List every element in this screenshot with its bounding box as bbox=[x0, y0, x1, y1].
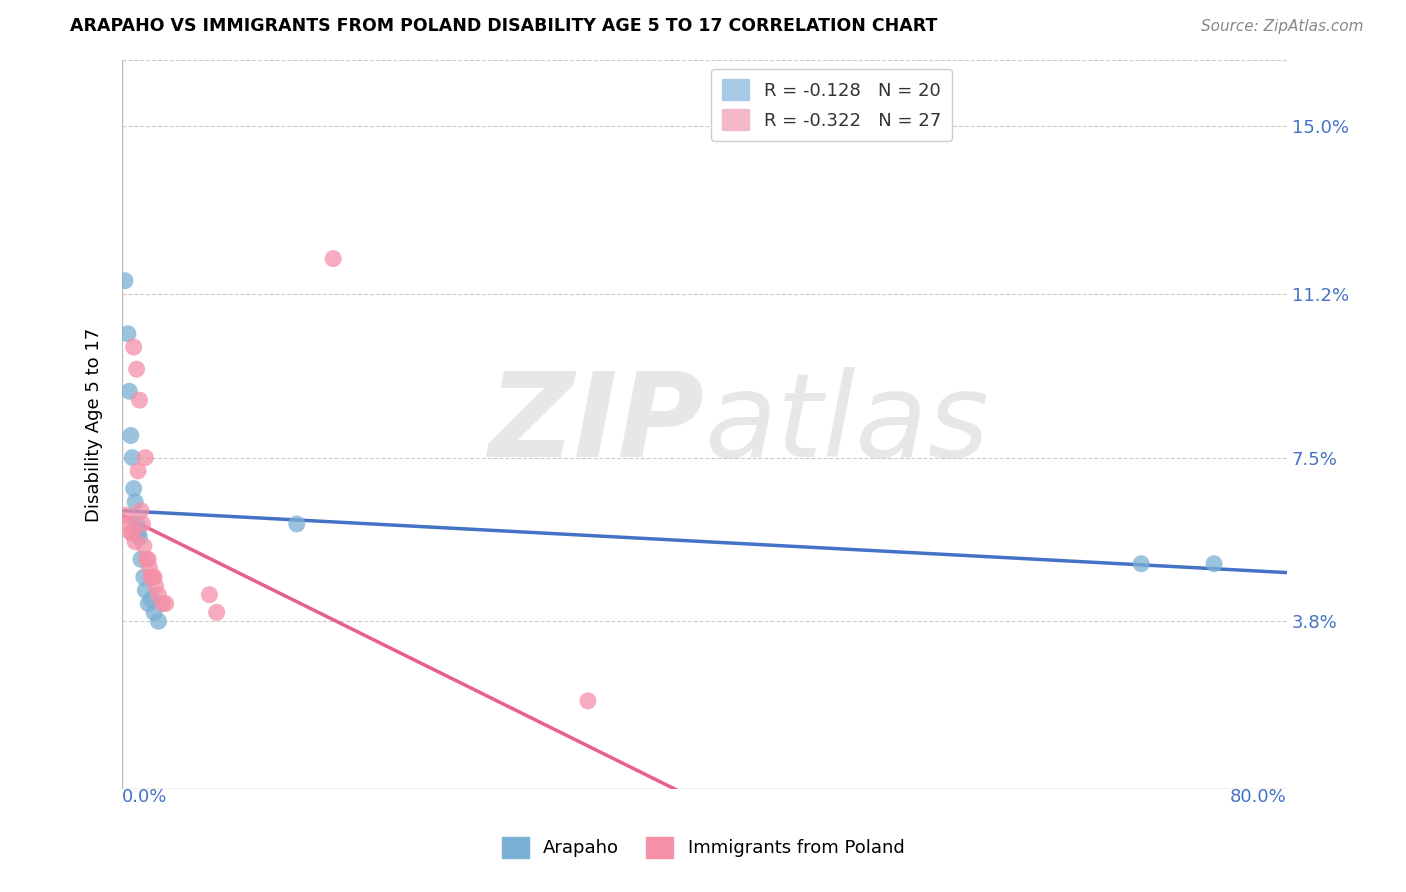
Point bbox=[135, 552, 157, 566]
Point bbox=[141, 592, 163, 607]
Point bbox=[145, 579, 167, 593]
Legend: Arapaho, Immigrants from Poland: Arapaho, Immigrants from Poland bbox=[495, 830, 911, 865]
Point bbox=[115, 508, 138, 522]
Point bbox=[124, 534, 146, 549]
Point bbox=[128, 393, 150, 408]
Point bbox=[148, 614, 170, 628]
Text: atlas: atlas bbox=[704, 368, 990, 482]
Point bbox=[128, 530, 150, 544]
Text: Source: ZipAtlas.com: Source: ZipAtlas.com bbox=[1201, 20, 1364, 34]
Point bbox=[285, 516, 308, 531]
Text: ARAPAHO VS IMMIGRANTS FROM POLAND DISABILITY AGE 5 TO 17 CORRELATION CHART: ARAPAHO VS IMMIGRANTS FROM POLAND DISABI… bbox=[70, 17, 938, 35]
Point bbox=[131, 516, 153, 531]
Point bbox=[142, 570, 165, 584]
Point bbox=[121, 525, 143, 540]
Point bbox=[198, 588, 221, 602]
Point bbox=[132, 570, 155, 584]
Point bbox=[143, 570, 166, 584]
Point bbox=[120, 428, 142, 442]
Point bbox=[152, 597, 174, 611]
Point bbox=[122, 340, 145, 354]
Point bbox=[1130, 557, 1153, 571]
Point bbox=[134, 450, 156, 465]
Point bbox=[125, 516, 148, 531]
Y-axis label: Disability Age 5 to 17: Disability Age 5 to 17 bbox=[86, 327, 103, 522]
Point bbox=[125, 362, 148, 376]
Point bbox=[1202, 557, 1225, 571]
Text: 0.0%: 0.0% bbox=[122, 789, 167, 806]
Point bbox=[120, 525, 142, 540]
Point bbox=[118, 516, 141, 531]
Point bbox=[122, 482, 145, 496]
Point bbox=[127, 525, 149, 540]
Point bbox=[129, 504, 152, 518]
Point bbox=[141, 570, 163, 584]
Point bbox=[114, 274, 136, 288]
Point bbox=[118, 384, 141, 399]
Point bbox=[322, 252, 344, 266]
Point bbox=[138, 561, 160, 575]
Point bbox=[148, 588, 170, 602]
Text: 80.0%: 80.0% bbox=[1230, 789, 1286, 806]
Point bbox=[117, 326, 139, 341]
Point bbox=[155, 597, 177, 611]
Point bbox=[205, 606, 228, 620]
Point bbox=[136, 597, 159, 611]
Point bbox=[124, 495, 146, 509]
Point bbox=[576, 694, 599, 708]
Text: ZIP: ZIP bbox=[488, 367, 704, 482]
Point bbox=[127, 464, 149, 478]
Point bbox=[143, 606, 166, 620]
Point bbox=[132, 539, 155, 553]
Point bbox=[136, 552, 159, 566]
Point bbox=[129, 552, 152, 566]
Point bbox=[134, 583, 156, 598]
Legend: R = -0.128   N = 20, R = -0.322   N = 27: R = -0.128 N = 20, R = -0.322 N = 27 bbox=[711, 69, 952, 141]
Point bbox=[121, 450, 143, 465]
